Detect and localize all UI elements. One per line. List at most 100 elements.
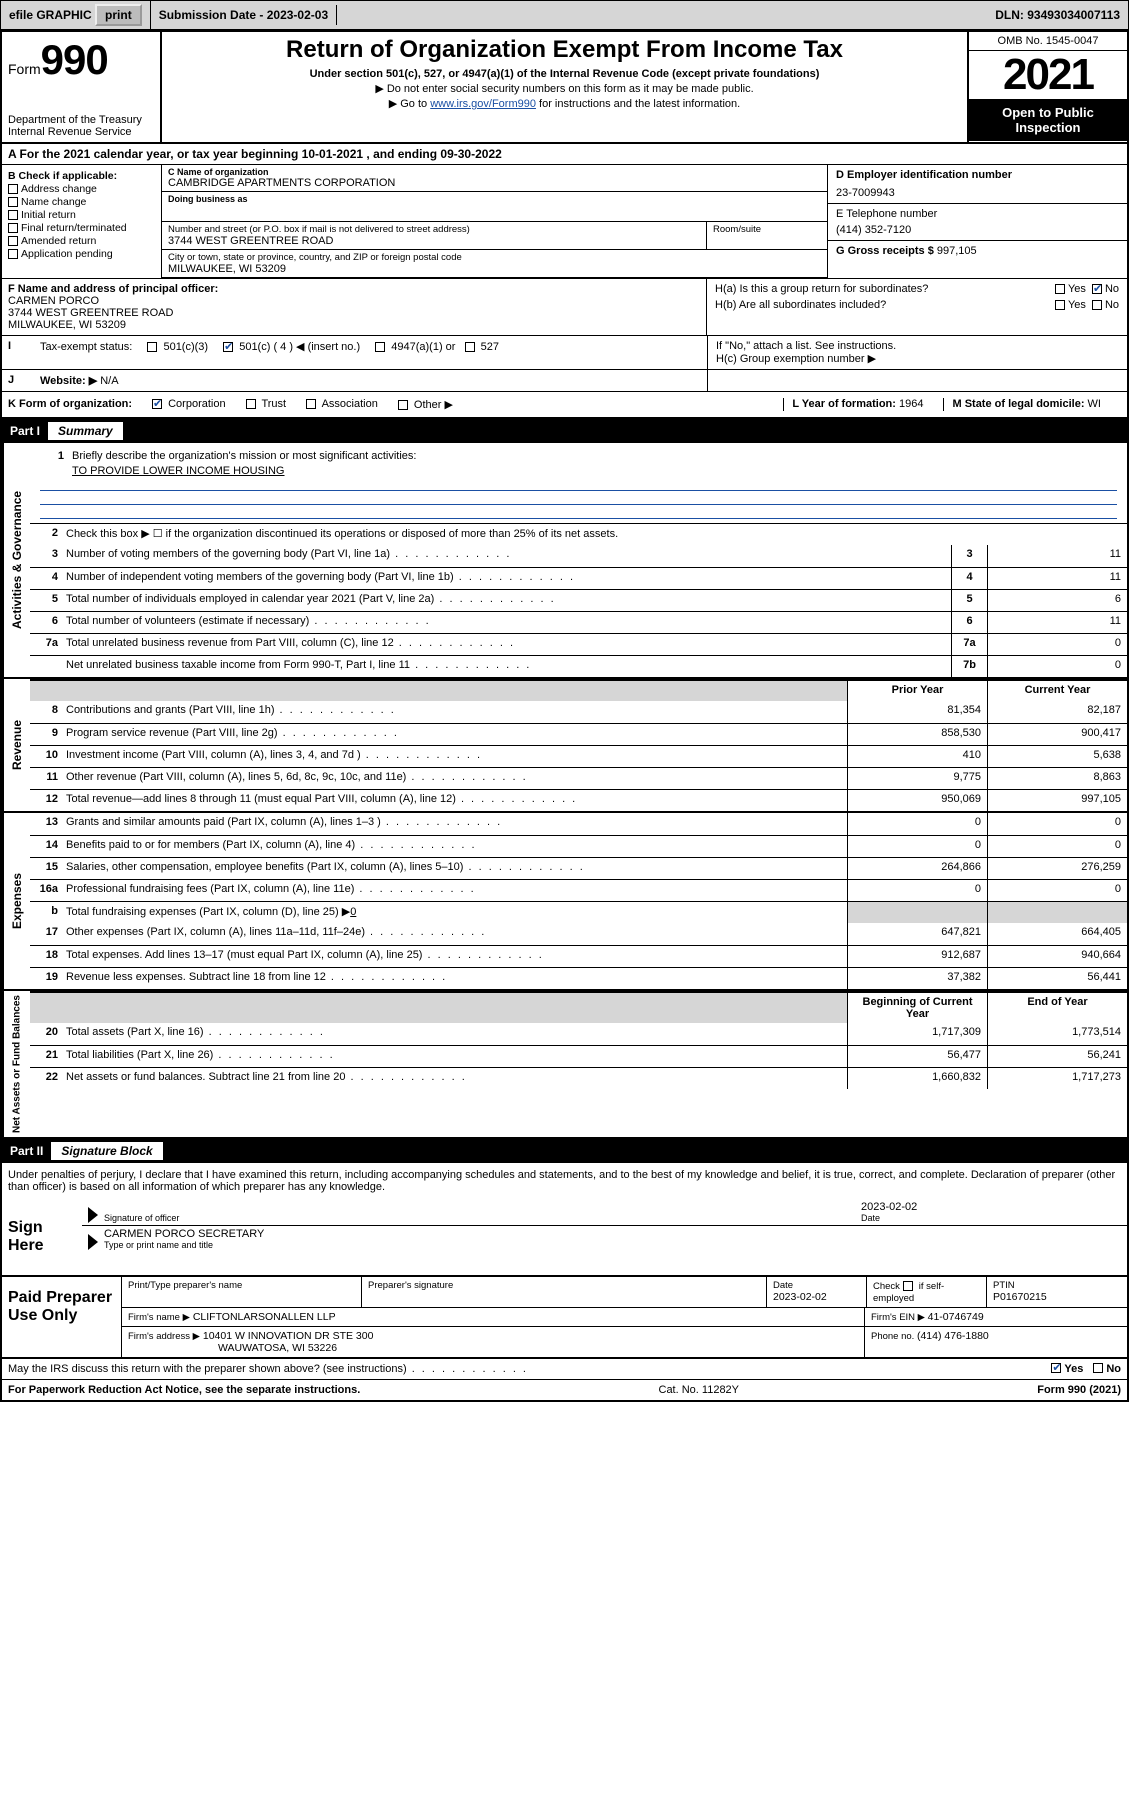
gross-receipts: 997,105 xyxy=(937,245,977,257)
table-row: Net unrelated business taxable income fr… xyxy=(30,655,1127,677)
top-toolbar: efile GRAPHIC print Submission Date - 20… xyxy=(0,0,1129,30)
tab-expenses: Expenses xyxy=(2,813,30,989)
table-row: 22 Net assets or fund balances. Subtract… xyxy=(30,1067,1127,1089)
penalties-text: Under penalties of perjury, I declare th… xyxy=(2,1163,1127,1199)
footer-right: Form 990 (2021) xyxy=(1037,1384,1121,1396)
form-header: Form990 Department of the Treasury Inter… xyxy=(2,32,1127,144)
submission-date: Submission Date - 2023-02-03 xyxy=(151,5,337,25)
officer-typed-name: CARMEN PORCO SECRETARY xyxy=(104,1228,1121,1240)
sign-here-label: Sign Here xyxy=(2,1199,82,1275)
street-value: 3744 WEST GREENTREE ROAD xyxy=(168,235,700,247)
box-g: G Gross receipts $ 997,105 xyxy=(828,241,1127,261)
header-right: OMB No. 1545-0047 2021 Open to PublicIns… xyxy=(967,32,1127,142)
firm-name: CLIFTONLARSONALLEN LLP xyxy=(193,1311,336,1323)
chk-corp[interactable] xyxy=(152,399,162,409)
row-j: J Website: ▶ N/A xyxy=(2,370,1127,392)
chk-other[interactable] xyxy=(398,400,408,410)
chk-final-return[interactable]: Final return/terminated xyxy=(8,222,155,234)
arrow-icon xyxy=(88,1234,98,1250)
chk-hb-no[interactable] xyxy=(1092,300,1102,310)
col-begin-year: Beginning of Current Year xyxy=(847,993,987,1023)
box-f: F Name and address of principal officer:… xyxy=(2,279,707,335)
chk-name-change[interactable]: Name change xyxy=(8,196,155,208)
discuss-row: May the IRS discuss this return with the… xyxy=(2,1359,1127,1380)
section-revenue: Revenue Prior Year Current Year 8 Contri… xyxy=(2,679,1127,813)
line1-label: Briefly describe the organization's miss… xyxy=(68,447,1121,465)
chk-501c[interactable] xyxy=(223,342,233,352)
box-e: E Telephone number (414) 352-7120 xyxy=(828,204,1127,241)
table-row: 16a Professional fundraising fees (Part … xyxy=(30,879,1127,901)
org-name-label: C Name of organization xyxy=(168,167,821,177)
block-bcdeg: B Check if applicable: Address change Na… xyxy=(2,165,1127,279)
dept-treasury: Department of the Treasury xyxy=(8,114,154,126)
tab-activities: Activities & Governance xyxy=(2,443,30,677)
org-name: CAMBRIDGE APARTMENTS CORPORATION xyxy=(168,177,821,189)
omb-number: OMB No. 1545-0047 xyxy=(969,32,1127,51)
chk-initial-return[interactable]: Initial return xyxy=(8,209,155,221)
irs-link[interactable]: www.irs.gov/Form990 xyxy=(430,98,536,110)
ptin-value: P01670215 xyxy=(993,1291,1121,1303)
chk-ha-yes[interactable] xyxy=(1055,284,1065,294)
box-d: D Employer identification number 23-7009… xyxy=(828,165,1127,204)
footer-cat: Cat. No. 11282Y xyxy=(360,1384,1037,1396)
chk-application-pending[interactable]: Application pending xyxy=(8,248,155,260)
chk-discuss-yes[interactable] xyxy=(1051,1363,1061,1373)
table-row: 17 Other expenses (Part IX, column (A), … xyxy=(30,923,1127,945)
firm-addr1: 10401 W INNOVATION DR STE 300 xyxy=(203,1330,374,1342)
ein-value: 23-7009943 xyxy=(836,187,1119,199)
dln: DLN: 93493034007113 xyxy=(987,5,1128,25)
suite-label: Room/suite xyxy=(713,224,821,235)
part2-header: Part II Signature Block xyxy=(2,1139,1127,1163)
table-row: 21 Total liabilities (Part X, line 26) 5… xyxy=(30,1045,1127,1067)
mission-text: TO PROVIDE LOWER INCOME HOUSING xyxy=(36,465,1121,477)
dba-label: Doing business as xyxy=(168,194,821,204)
chk-4947[interactable] xyxy=(375,342,385,352)
chk-527[interactable] xyxy=(465,342,475,352)
year-formation: 1964 xyxy=(899,398,923,410)
box-h-note: If "No," attach a list. See instructions… xyxy=(707,336,1127,369)
chk-ha-no[interactable] xyxy=(1092,284,1102,294)
table-row: 7a Total unrelated business revenue from… xyxy=(30,633,1127,655)
line2-text: Check this box ▶ ☐ if the organization d… xyxy=(62,524,1127,545)
efile-label: efile GRAPHIC print xyxy=(1,1,151,29)
officer-name: CARMEN PORCO xyxy=(8,295,700,307)
paid-preparer-block: Paid Preparer Use Only Print/Type prepar… xyxy=(2,1276,1127,1359)
section-activities-governance: Activities & Governance 1 Briefly descri… xyxy=(2,443,1127,679)
table-row: 15 Salaries, other compensation, employe… xyxy=(30,857,1127,879)
box-h: H(a) Is this a group return for subordin… xyxy=(707,279,1127,335)
officer-city: MILWAUKEE, WI 53209 xyxy=(8,319,700,331)
table-row: 18 Total expenses. Add lines 13–17 (must… xyxy=(30,945,1127,967)
chk-assoc[interactable] xyxy=(306,399,316,409)
chk-hb-yes[interactable] xyxy=(1055,300,1065,310)
chk-trust[interactable] xyxy=(246,399,256,409)
part1-header: Part I Summary xyxy=(2,419,1127,443)
section-net-assets: Net Assets or Fund Balances Beginning of… xyxy=(2,991,1127,1139)
table-row: 5 Total number of individuals employed i… xyxy=(30,589,1127,611)
box-deg: D Employer identification number 23-7009… xyxy=(827,165,1127,278)
sig-date: 2023-02-02 xyxy=(861,1201,1121,1213)
firm-phone: (414) 476-1880 xyxy=(917,1330,989,1342)
irs-label: Internal Revenue Service xyxy=(8,126,154,138)
phone-value: (414) 352-7120 xyxy=(836,224,1119,236)
open-inspection: Open to PublicInspection xyxy=(969,99,1127,141)
line16b-text: Total fundraising expenses (Part IX, col… xyxy=(62,902,847,923)
row-fh: F Name and address of principal officer:… xyxy=(2,279,1127,336)
print-button[interactable]: print xyxy=(95,4,142,26)
chk-discuss-no[interactable] xyxy=(1093,1363,1103,1373)
header-left: Form990 Department of the Treasury Inter… xyxy=(2,32,162,142)
header-sub3: Go to www.irs.gov/Form990 for instructio… xyxy=(168,97,961,110)
col-end-year: End of Year xyxy=(987,993,1127,1023)
table-row: 4 Number of independent voting members o… xyxy=(30,567,1127,589)
row-k: K Form of organization: Corporation Trus… xyxy=(2,392,1127,419)
box-b: B Check if applicable: Address change Na… xyxy=(2,165,162,278)
firm-ein: 41-0746749 xyxy=(928,1311,984,1323)
sign-here-block: Sign Here Signature of officer 2023-02-0… xyxy=(2,1199,1127,1276)
officer-street: 3744 WEST GREENTREE ROAD xyxy=(8,307,700,319)
chk-amended-return[interactable]: Amended return xyxy=(8,235,155,247)
table-row: 10 Investment income (Part VIII, column … xyxy=(30,745,1127,767)
table-row: 3 Number of voting members of the govern… xyxy=(30,545,1127,567)
chk-self-employed[interactable] xyxy=(903,1281,913,1291)
chk-address-change[interactable]: Address change xyxy=(8,183,155,195)
box-c: C Name of organization CAMBRIDGE APARTME… xyxy=(162,165,827,278)
chk-501c3[interactable] xyxy=(147,342,157,352)
